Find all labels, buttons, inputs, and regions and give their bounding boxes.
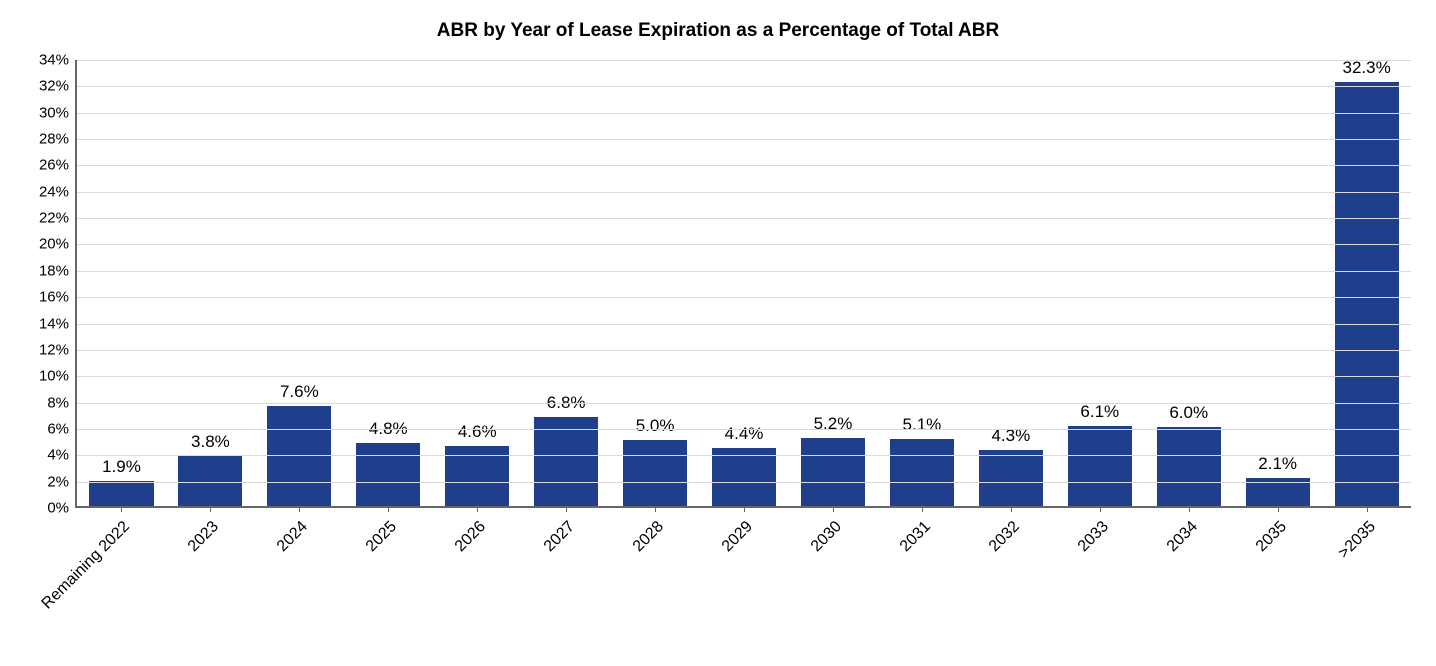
y-axis-tick-label: 8%: [47, 394, 77, 411]
bar-slot: 6.8%2027: [522, 60, 611, 506]
y-axis-tick-label: 10%: [39, 368, 77, 385]
x-axis-tick-mark: [566, 506, 567, 512]
x-axis-tick-mark: [922, 506, 923, 512]
y-axis-tick-label: 22%: [39, 210, 77, 227]
bar-slot: 1.9%Remaining 2022: [77, 60, 166, 506]
bar-value-label: 5.2%: [814, 414, 853, 434]
bar-slot: 5.1%2031: [877, 60, 966, 506]
bar-slot: 2.1%2035: [1233, 60, 1322, 506]
bar-slot: 7.6%2024: [255, 60, 344, 506]
y-axis-tick-label: 18%: [39, 262, 77, 279]
x-axis-tick-mark: [1189, 506, 1190, 512]
bar-value-label: 1.9%: [102, 457, 141, 477]
y-axis-tick-label: 20%: [39, 236, 77, 253]
bar: 32.3%: [1335, 82, 1399, 506]
gridline: [77, 165, 1411, 166]
y-axis-tick-label: 6%: [47, 420, 77, 437]
bar-slot: 4.4%2029: [700, 60, 789, 506]
y-axis-tick-label: 30%: [39, 104, 77, 121]
bar-value-label: 6.0%: [1169, 403, 1208, 423]
x-axis-tick-mark: [655, 506, 656, 512]
bar-slot: 4.6%2026: [433, 60, 522, 506]
bar-value-label: 2.1%: [1258, 454, 1297, 474]
bar-slot: 32.3%>2035: [1322, 60, 1411, 506]
y-axis-tick-label: 28%: [39, 131, 77, 148]
bar-slot: 3.8%2023: [166, 60, 255, 506]
y-axis-tick-label: 24%: [39, 183, 77, 200]
x-axis-tick-mark: [833, 506, 834, 512]
x-axis-tick-mark: [1278, 506, 1279, 512]
x-axis-tick-mark: [477, 506, 478, 512]
x-axis-tick-mark: [121, 506, 122, 512]
gridline: [77, 192, 1411, 193]
gridline: [77, 482, 1411, 483]
y-axis-tick-label: 16%: [39, 289, 77, 306]
bar-value-label: 7.6%: [280, 382, 319, 402]
bar-slot: 4.8%2025: [344, 60, 433, 506]
gridline: [77, 297, 1411, 298]
x-axis-tick-mark: [210, 506, 211, 512]
y-axis-tick-label: 32%: [39, 78, 77, 95]
gridline: [77, 139, 1411, 140]
bar-slot: 5.2%2030: [789, 60, 878, 506]
gridline: [77, 271, 1411, 272]
bar-slot: 5.0%2028: [611, 60, 700, 506]
x-axis-tick-mark: [744, 506, 745, 512]
y-axis-tick-label: 4%: [47, 447, 77, 464]
x-axis-tick-mark: [299, 506, 300, 512]
x-axis-tick-mark: [1367, 506, 1368, 512]
gridline: [77, 86, 1411, 87]
gridline: [77, 429, 1411, 430]
y-axis-tick-label: 26%: [39, 157, 77, 174]
bar-slot: 6.0%2034: [1144, 60, 1233, 506]
bar-value-label: 4.4%: [725, 424, 764, 444]
bar: 6.8%: [534, 417, 598, 506]
plot-area: 1.9%Remaining 20223.8%20237.6%20244.8%20…: [75, 60, 1411, 508]
gridline: [77, 324, 1411, 325]
gridline: [77, 60, 1411, 61]
gridline: [77, 455, 1411, 456]
bar-slot: 4.3%2032: [966, 60, 1055, 506]
gridline: [77, 218, 1411, 219]
y-axis-tick-label: 14%: [39, 315, 77, 332]
chart-container: ABR by Year of Lease Expiration as a Per…: [15, 20, 1421, 508]
y-axis-tick-label: 12%: [39, 341, 77, 358]
gridline: [77, 376, 1411, 377]
bars-group: 1.9%Remaining 20223.8%20237.6%20244.8%20…: [77, 60, 1411, 506]
x-axis-tick-mark: [1011, 506, 1012, 512]
bar-value-label: 5.0%: [636, 416, 675, 436]
gridline: [77, 113, 1411, 114]
bar-value-label: 5.1%: [903, 415, 942, 435]
y-axis-tick-label: 0%: [47, 500, 77, 517]
bar-slot: 6.1%2033: [1055, 60, 1144, 506]
bar-value-label: 6.1%: [1080, 402, 1119, 422]
chart-title: ABR by Year of Lease Expiration as a Per…: [15, 20, 1421, 42]
y-axis-tick-label: 2%: [47, 473, 77, 490]
bar-value-label: 3.8%: [191, 432, 230, 452]
x-axis-tick-mark: [388, 506, 389, 512]
gridline: [77, 403, 1411, 404]
bar-value-label: 4.6%: [458, 422, 497, 442]
y-axis-tick-label: 34%: [39, 52, 77, 69]
bar-value-label: 32.3%: [1342, 58, 1390, 78]
x-axis-tick-mark: [1100, 506, 1101, 512]
gridline: [77, 244, 1411, 245]
gridline: [77, 350, 1411, 351]
